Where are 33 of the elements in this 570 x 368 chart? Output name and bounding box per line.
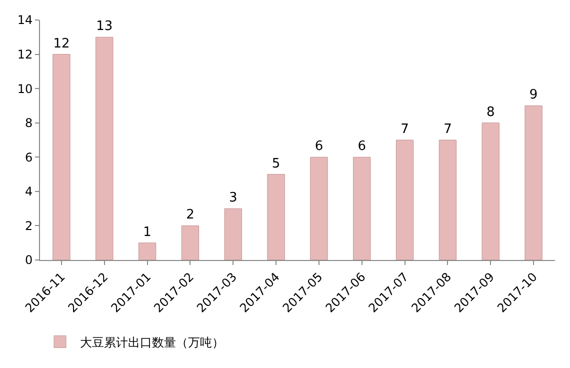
bar <box>52 54 70 260</box>
bar <box>482 122 500 260</box>
data-label: 13 <box>96 19 113 34</box>
bar <box>224 208 242 260</box>
data-label: 6 <box>358 139 366 154</box>
data-label: 7 <box>444 122 452 137</box>
data-label: 6 <box>314 139 324 154</box>
legend-label: 大豆累计出口数量（万吨） <box>80 335 224 350</box>
data-label: 2 <box>186 208 194 223</box>
y-tick-label: 4 <box>24 184 33 199</box>
bar <box>181 225 200 260</box>
y-tick-label: 0 <box>24 253 33 268</box>
bar <box>138 242 156 260</box>
y-tick-label: 2 <box>24 218 33 233</box>
bar <box>396 140 414 260</box>
y-tick-label: 10 <box>17 82 33 96</box>
y-tick-label: 12 <box>17 47 33 62</box>
y-tick-label: 8 <box>24 116 33 130</box>
bar <box>524 105 542 260</box>
data-label: 12 <box>53 36 70 52</box>
data-label: 7 <box>400 122 409 137</box>
y-tick-label: 14 <box>17 13 33 28</box>
bar <box>353 156 371 260</box>
data-label: 3 <box>228 190 238 206</box>
bar <box>438 140 457 260</box>
data-label: 9 <box>529 88 538 103</box>
data-label: 5 <box>272 156 280 172</box>
bar <box>310 156 328 260</box>
bar <box>96 36 114 260</box>
y-tick-label: 6 <box>24 150 33 164</box>
data-label: 8 <box>486 104 495 120</box>
bar <box>267 174 285 260</box>
data-label: 1 <box>143 224 152 240</box>
